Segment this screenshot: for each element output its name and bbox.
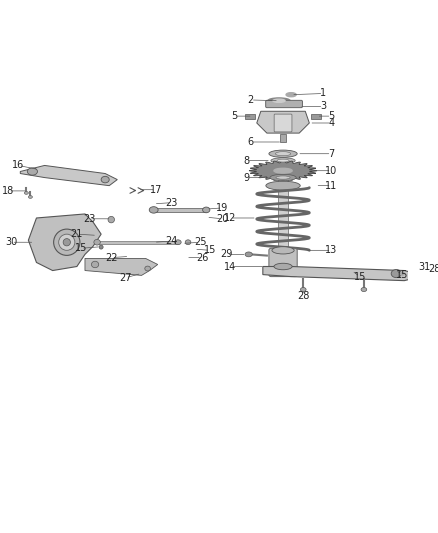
- Ellipse shape: [53, 229, 80, 255]
- Ellipse shape: [268, 98, 290, 103]
- Text: 15: 15: [75, 243, 87, 253]
- Ellipse shape: [149, 207, 158, 213]
- Polygon shape: [28, 214, 101, 271]
- Ellipse shape: [175, 240, 181, 245]
- Ellipse shape: [274, 263, 292, 270]
- Ellipse shape: [400, 272, 404, 275]
- Bar: [278, 177, 288, 262]
- Text: 26: 26: [196, 253, 208, 263]
- Text: 24: 24: [166, 236, 178, 246]
- Text: 28: 28: [428, 263, 438, 273]
- Ellipse shape: [419, 271, 423, 277]
- Bar: [245, 114, 255, 119]
- Polygon shape: [85, 259, 158, 276]
- Bar: [311, 114, 321, 119]
- Ellipse shape: [274, 168, 292, 173]
- Ellipse shape: [266, 181, 300, 190]
- Text: 23: 23: [166, 198, 178, 208]
- Text: 12: 12: [224, 213, 237, 223]
- Text: 15: 15: [353, 272, 366, 281]
- Ellipse shape: [271, 158, 295, 164]
- Ellipse shape: [59, 234, 75, 251]
- Ellipse shape: [276, 152, 291, 156]
- Ellipse shape: [145, 266, 151, 271]
- Text: 23: 23: [83, 214, 95, 224]
- Text: 3: 3: [321, 101, 327, 111]
- Text: 5: 5: [231, 111, 238, 121]
- Text: 17: 17: [149, 185, 162, 195]
- Ellipse shape: [276, 176, 290, 179]
- Text: 25: 25: [194, 237, 206, 247]
- Ellipse shape: [273, 99, 285, 102]
- Text: 8: 8: [244, 156, 250, 166]
- Ellipse shape: [99, 245, 103, 249]
- Ellipse shape: [63, 239, 71, 246]
- Text: 29: 29: [220, 249, 233, 260]
- Ellipse shape: [185, 240, 191, 245]
- Text: 31: 31: [418, 262, 431, 271]
- Text: 11: 11: [325, 181, 338, 191]
- Ellipse shape: [272, 247, 294, 254]
- Ellipse shape: [27, 168, 38, 175]
- Ellipse shape: [108, 216, 114, 223]
- Text: 2: 2: [247, 95, 254, 105]
- Text: 19: 19: [216, 203, 229, 213]
- Ellipse shape: [92, 261, 99, 268]
- Ellipse shape: [277, 159, 289, 162]
- Text: 1: 1: [321, 88, 327, 99]
- Text: 28: 28: [297, 290, 309, 301]
- Text: 10: 10: [325, 166, 338, 176]
- Ellipse shape: [245, 252, 252, 257]
- FancyBboxPatch shape: [274, 114, 292, 132]
- Text: 13: 13: [325, 245, 338, 255]
- Polygon shape: [97, 240, 178, 244]
- Polygon shape: [154, 208, 206, 212]
- Text: 30: 30: [5, 237, 18, 247]
- Polygon shape: [249, 161, 317, 181]
- Text: 22: 22: [105, 253, 117, 263]
- FancyBboxPatch shape: [269, 248, 297, 277]
- Text: 15: 15: [204, 245, 216, 255]
- Ellipse shape: [286, 93, 296, 96]
- Ellipse shape: [94, 239, 100, 245]
- Ellipse shape: [361, 287, 367, 292]
- Text: 5: 5: [328, 111, 335, 121]
- Ellipse shape: [25, 191, 28, 195]
- Ellipse shape: [391, 270, 401, 278]
- Ellipse shape: [203, 207, 210, 213]
- FancyBboxPatch shape: [266, 100, 303, 108]
- Text: 16: 16: [12, 160, 25, 171]
- Text: 15: 15: [396, 270, 409, 280]
- Ellipse shape: [28, 196, 32, 198]
- Ellipse shape: [101, 176, 109, 183]
- Text: 18: 18: [2, 186, 14, 196]
- Ellipse shape: [300, 287, 306, 292]
- Polygon shape: [263, 266, 413, 281]
- Bar: [280, 134, 286, 142]
- Text: 4: 4: [328, 118, 335, 128]
- Text: 9: 9: [244, 173, 250, 183]
- Text: 6: 6: [247, 137, 254, 147]
- Ellipse shape: [269, 150, 297, 157]
- Polygon shape: [257, 111, 309, 133]
- Polygon shape: [20, 165, 117, 185]
- Text: 7: 7: [328, 149, 335, 159]
- Text: 27: 27: [119, 273, 132, 283]
- Text: 14: 14: [224, 262, 237, 271]
- Text: 21: 21: [71, 229, 83, 239]
- Ellipse shape: [270, 174, 296, 181]
- Text: 20: 20: [216, 214, 229, 224]
